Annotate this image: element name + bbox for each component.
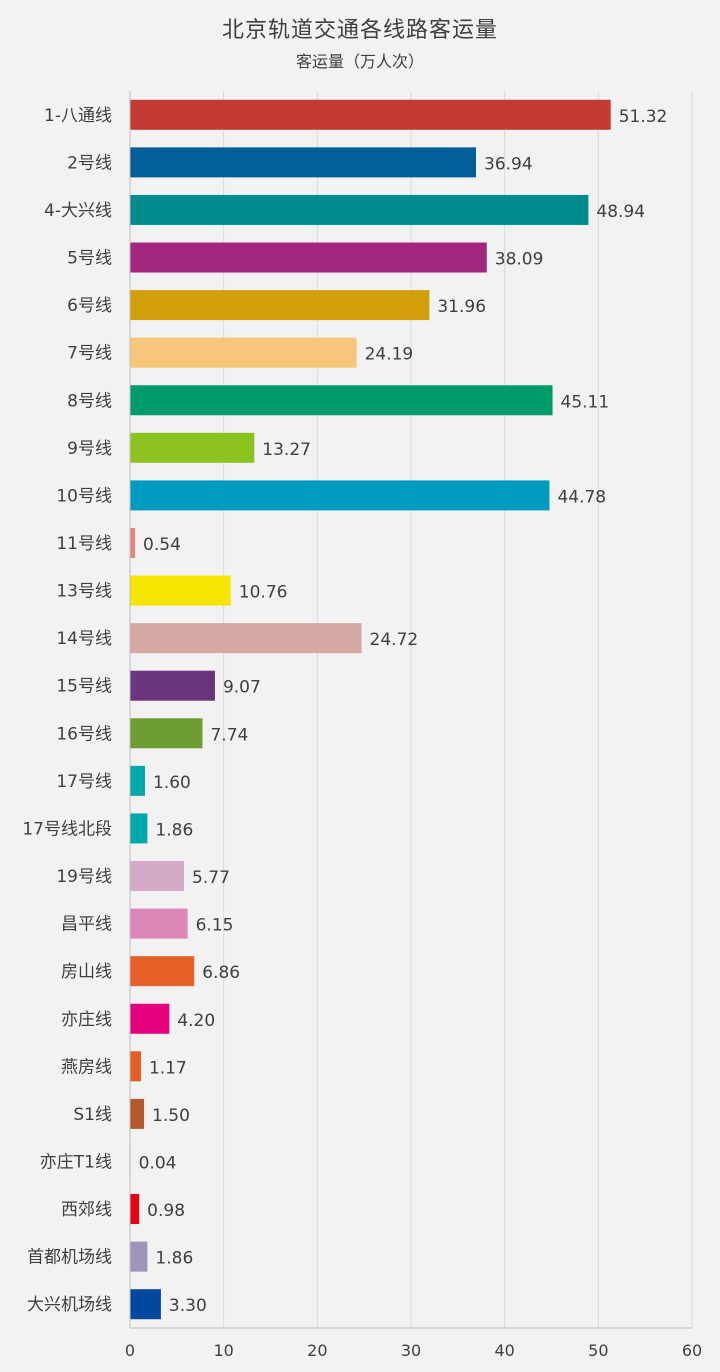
grid-lines [224, 91, 692, 1328]
x-tick-label: 0 [125, 1341, 135, 1360]
category-label: 亦庄T1线 [40, 1152, 112, 1172]
value-label: 31.96 [437, 297, 486, 317]
category-label: 17号线 [56, 772, 112, 792]
x-tick-label: 20 [307, 1341, 327, 1360]
category-label: 4-大兴线 [44, 201, 112, 221]
value-label: 24.19 [365, 345, 414, 365]
value-label: 1.50 [152, 1106, 190, 1126]
category-label: 5号线 [67, 249, 112, 269]
category-label: 16号线 [56, 724, 112, 744]
value-label: 48.94 [596, 202, 645, 222]
bar [130, 480, 549, 510]
bar [130, 1289, 161, 1319]
value-label: 1.17 [149, 1058, 187, 1078]
category-label: 17号线北段 [22, 819, 112, 839]
bar [130, 338, 357, 368]
value-label: 0.98 [147, 1201, 185, 1221]
bars [130, 100, 611, 1319]
bar [130, 147, 476, 177]
category-label: 昌平线 [61, 915, 112, 935]
bar [130, 766, 145, 796]
category-label: 10号线 [56, 486, 112, 506]
x-tick-label: 40 [494, 1341, 514, 1360]
bar [130, 1194, 139, 1224]
value-label: 44.78 [557, 487, 606, 507]
value-label: 10.76 [239, 583, 288, 603]
bar [130, 1051, 141, 1081]
value-label: 45.11 [561, 392, 610, 412]
value-label: 6.15 [196, 916, 234, 936]
value-label: 0.54 [143, 535, 181, 555]
category-label: 11号线 [56, 534, 112, 554]
value-label: 9.07 [223, 678, 261, 698]
value-label: 4.20 [177, 1011, 215, 1031]
value-label: 38.09 [495, 250, 544, 270]
category-label: 首都机场线 [27, 1248, 112, 1268]
bar [130, 290, 429, 320]
category-label: 1-八通线 [44, 106, 112, 126]
axes: 0 10 20 30 40 50 60 1-八通线 51.32 2号线 36.94 4-大兴线 48.9… [22, 91, 702, 1360]
category-label: 7号线 [67, 344, 112, 364]
category-label: 19号线 [56, 867, 112, 887]
category-label: 14号线 [56, 629, 112, 649]
bar [130, 813, 147, 843]
value-label: 7.74 [210, 725, 248, 745]
x-tick-label: 10 [213, 1341, 233, 1360]
x-tick-label: 50 [588, 1341, 608, 1360]
bar [130, 671, 215, 701]
value-label: 1.60 [153, 773, 191, 793]
bar [130, 528, 135, 558]
bar [130, 195, 588, 225]
category-label: 大兴机场线 [27, 1295, 112, 1315]
x-tick-label: 30 [401, 1341, 421, 1360]
bar [130, 385, 553, 415]
value-label: 1.86 [155, 1249, 193, 1269]
category-label: 西郊线 [61, 1200, 112, 1220]
category-label: 房山线 [61, 962, 112, 982]
bar [130, 909, 188, 939]
bar [130, 861, 184, 891]
bar [130, 1099, 144, 1129]
value-label: 24.72 [370, 630, 419, 650]
value-label: 13.27 [262, 440, 311, 460]
category-label: 9号线 [67, 439, 112, 459]
value-label: 3.30 [169, 1296, 207, 1316]
category-label: S1线 [73, 1105, 112, 1125]
x-tick-label: 60 [682, 1341, 702, 1360]
bar [130, 623, 362, 653]
bar [130, 1242, 147, 1272]
category-label: 13号线 [56, 582, 112, 602]
category-label: 燕房线 [61, 1057, 112, 1077]
bar [130, 100, 611, 130]
value-label: 6.86 [202, 963, 240, 983]
category-label: 2号线 [67, 153, 112, 173]
bar [130, 718, 202, 748]
category-label: 15号线 [56, 677, 112, 697]
category-label: 6号线 [67, 296, 112, 316]
value-label: 36.94 [484, 154, 533, 174]
value-label: 1.86 [155, 820, 193, 840]
bar [130, 243, 487, 273]
bar [130, 1004, 169, 1034]
bar [130, 433, 254, 463]
category-label: 亦庄线 [61, 1010, 112, 1030]
bar [130, 576, 231, 606]
bar [130, 956, 194, 986]
value-label: 5.77 [192, 868, 230, 888]
value-label: 51.32 [619, 107, 668, 127]
category-label: 8号线 [67, 391, 112, 411]
value-label: 0.04 [139, 1153, 177, 1173]
